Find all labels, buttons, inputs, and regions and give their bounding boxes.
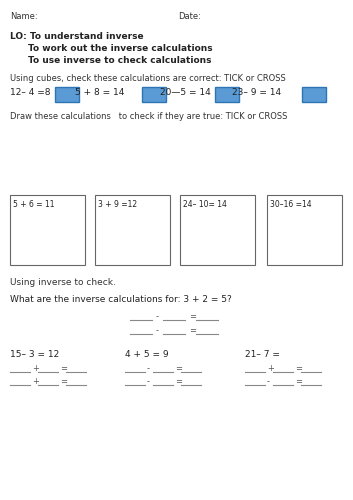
Text: 4 + 5 = 9: 4 + 5 = 9: [125, 350, 169, 359]
Text: =: =: [295, 377, 302, 386]
Text: =: =: [295, 364, 302, 373]
Text: 24– 10= 14: 24– 10= 14: [183, 200, 227, 209]
Text: =: =: [189, 312, 196, 321]
Text: -: -: [147, 364, 150, 373]
Bar: [302, 87, 326, 102]
Bar: [215, 87, 239, 102]
Text: 5 + 6 = 11: 5 + 6 = 11: [13, 200, 54, 209]
Text: 20—5 = 14: 20—5 = 14: [160, 88, 211, 97]
Text: -: -: [156, 326, 159, 335]
Bar: [267, 195, 342, 265]
Text: To use inverse to check calculations: To use inverse to check calculations: [28, 56, 211, 65]
Text: Date:: Date:: [178, 12, 201, 21]
Text: +: +: [32, 364, 39, 373]
Text: 30–16 =14: 30–16 =14: [270, 200, 312, 209]
Text: -: -: [267, 377, 270, 386]
Text: 12– 4 =8: 12– 4 =8: [10, 88, 50, 97]
Text: LO: To understand inverse: LO: To understand inverse: [10, 32, 144, 41]
Bar: [10, 195, 85, 265]
Text: What are the inverse calculations for: 3 + 2 = 5?: What are the inverse calculations for: 3…: [10, 295, 232, 304]
Text: 21– 7 =: 21– 7 =: [245, 350, 280, 359]
Text: =: =: [60, 377, 67, 386]
Bar: [55, 87, 79, 102]
Text: Draw these calculations   to check if they are true: TICK or CROSS: Draw these calculations to check if they…: [10, 112, 287, 121]
Text: 3 + 9 =12: 3 + 9 =12: [98, 200, 137, 209]
Text: 23– 9 = 14: 23– 9 = 14: [232, 88, 281, 97]
Text: =: =: [175, 377, 182, 386]
Text: 5 + 8 = 14: 5 + 8 = 14: [75, 88, 124, 97]
Text: -: -: [156, 312, 159, 321]
Text: To work out the inverse calculations: To work out the inverse calculations: [28, 44, 213, 53]
Bar: [142, 87, 166, 102]
Text: =: =: [60, 364, 67, 373]
Text: Using inverse to check.: Using inverse to check.: [10, 278, 116, 287]
Text: Using cubes, check these calculations are correct: TICK or CROSS: Using cubes, check these calculations ar…: [10, 74, 286, 83]
Text: +: +: [267, 364, 274, 373]
Text: +: +: [32, 377, 39, 386]
Text: =: =: [175, 364, 182, 373]
Text: 15– 3 = 12: 15– 3 = 12: [10, 350, 59, 359]
Text: Name:: Name:: [10, 12, 38, 21]
Bar: [95, 195, 170, 265]
Text: -: -: [147, 377, 150, 386]
Bar: [180, 195, 255, 265]
Text: =: =: [189, 326, 196, 335]
